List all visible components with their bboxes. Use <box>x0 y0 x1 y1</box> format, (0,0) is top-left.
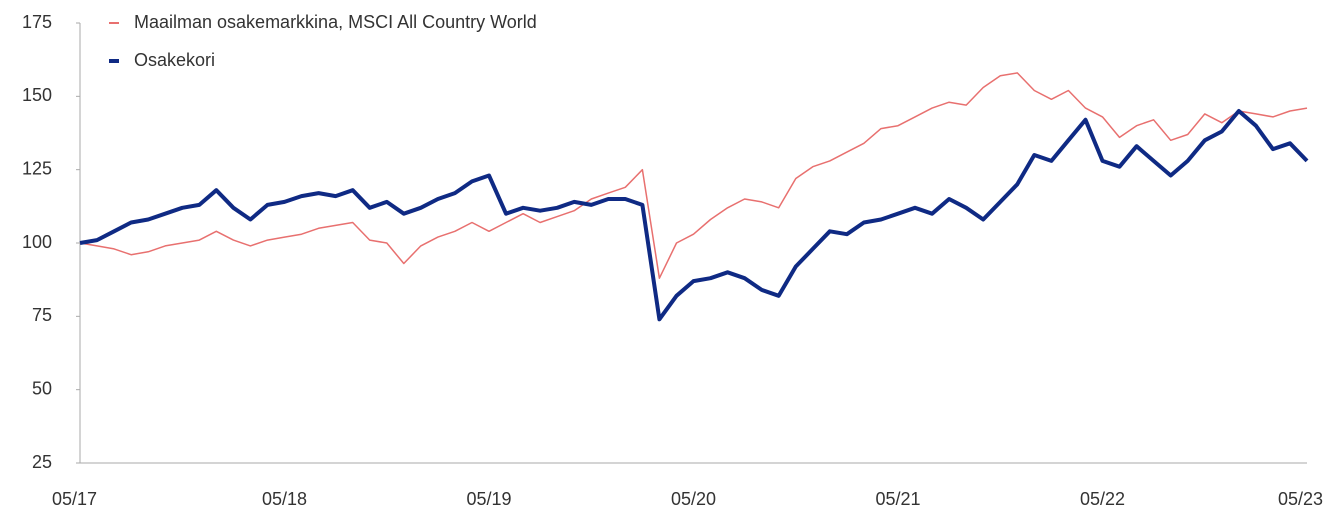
line-series <box>79 109 1309 322</box>
legend-label: Maailman osakemarkkina, MSCI All Country… <box>134 12 537 32</box>
y-tick-label: 175 <box>22 12 52 32</box>
x-tick-label: 05/23 <box>1278 489 1323 509</box>
line-series <box>79 72 1308 279</box>
y-tick-label: 75 <box>32 305 52 325</box>
x-tick-label: 05/22 <box>1080 489 1125 509</box>
y-tick-label: 100 <box>22 232 52 252</box>
x-tick-label: 05/18 <box>262 489 307 509</box>
x-tick-label: 05/19 <box>466 489 511 509</box>
y-tick-label: 25 <box>32 452 52 472</box>
x-tick-label: 05/17 <box>52 489 97 509</box>
x-tick-label: 05/20 <box>671 489 716 509</box>
x-tick-label: 05/21 <box>875 489 920 509</box>
y-tick-label: 125 <box>22 158 52 178</box>
legend-label: Osakekori <box>134 50 215 70</box>
y-tick-label: 50 <box>32 378 52 398</box>
y-tick-label: 150 <box>22 85 52 105</box>
